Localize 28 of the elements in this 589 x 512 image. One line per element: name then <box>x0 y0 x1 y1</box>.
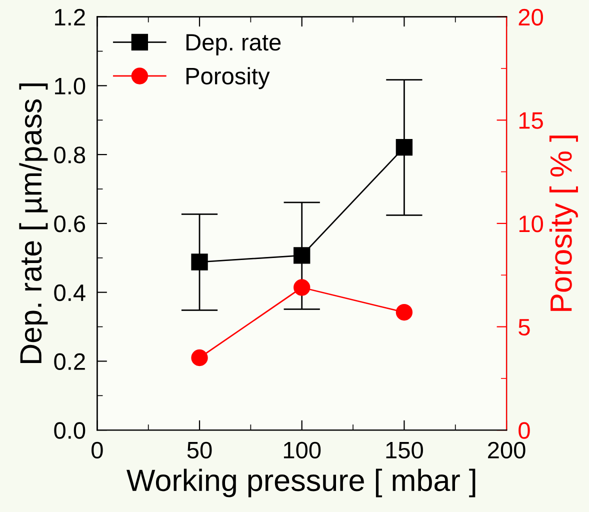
y2-tick-label: 0 <box>518 422 530 439</box>
x-tick-label: 100 <box>284 442 321 459</box>
y-tick-label: 0.6 <box>54 216 86 232</box>
y2-tick-label: 10 <box>519 216 543 232</box>
y-axis-title: Dep. rate [ µm/pass ] <box>19 83 48 364</box>
point <box>191 254 208 270</box>
point <box>396 138 413 156</box>
x-tick-label: 200 <box>488 442 526 459</box>
y2-axis-title: Porosity [ % ] <box>549 136 578 311</box>
y-tick-label: 0.0 <box>54 422 86 439</box>
y2-tick-label: 15 <box>519 112 543 129</box>
point <box>191 349 208 366</box>
y2-tick-label: 5 <box>518 319 530 336</box>
point <box>294 279 310 296</box>
legend-label: Dep. rate <box>186 34 281 56</box>
y-tick-label: 0.2 <box>54 353 85 370</box>
y-tick-label: 1.0 <box>55 78 86 94</box>
x-axis-title: Working pressure [ mbar ] <box>126 468 476 498</box>
x-tick-label: 150 <box>386 442 423 459</box>
point <box>396 304 413 321</box>
y-tick-label: 0.4 <box>54 284 86 302</box>
x-tick-label: 0 <box>92 442 103 459</box>
y2-tick-label: 20 <box>518 8 543 26</box>
legend-label: Porosity <box>186 67 270 90</box>
x-tick-label: 50 <box>187 442 212 459</box>
y-tick-label: 0.8 <box>54 146 86 164</box>
y-tick-label: 1.2 <box>55 8 85 26</box>
point <box>294 247 310 264</box>
